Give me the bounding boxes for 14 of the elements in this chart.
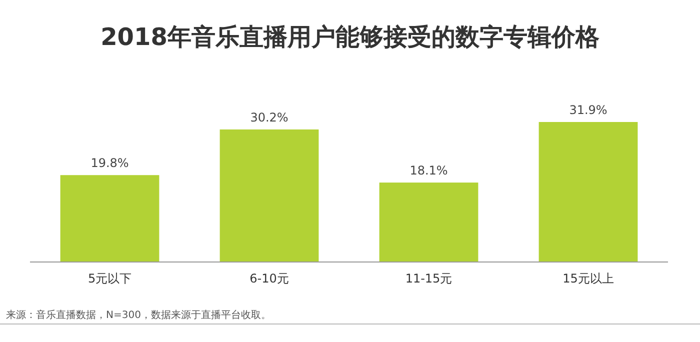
bar xyxy=(220,129,319,262)
data-label: 18.1% xyxy=(410,164,448,178)
bar xyxy=(538,122,638,262)
x-tick-label: 5元以下 xyxy=(88,272,132,286)
x-tick-label: 6-10元 xyxy=(250,272,289,286)
chart-title: 2018年音乐直播用户能够接受的数字专辑价格 xyxy=(100,23,600,51)
bar xyxy=(60,175,160,262)
bar xyxy=(379,182,478,262)
source-note: 来源：音乐直播数据，N=300，数据来源于直播平台收取。 xyxy=(6,309,271,321)
x-tick-label: 15元以上 xyxy=(562,272,614,286)
data-label: 19.8% xyxy=(90,156,129,170)
x-tick-label: 11-15元 xyxy=(405,272,452,286)
data-label: 31.9% xyxy=(569,103,608,117)
data-label: 30.2% xyxy=(250,110,288,124)
